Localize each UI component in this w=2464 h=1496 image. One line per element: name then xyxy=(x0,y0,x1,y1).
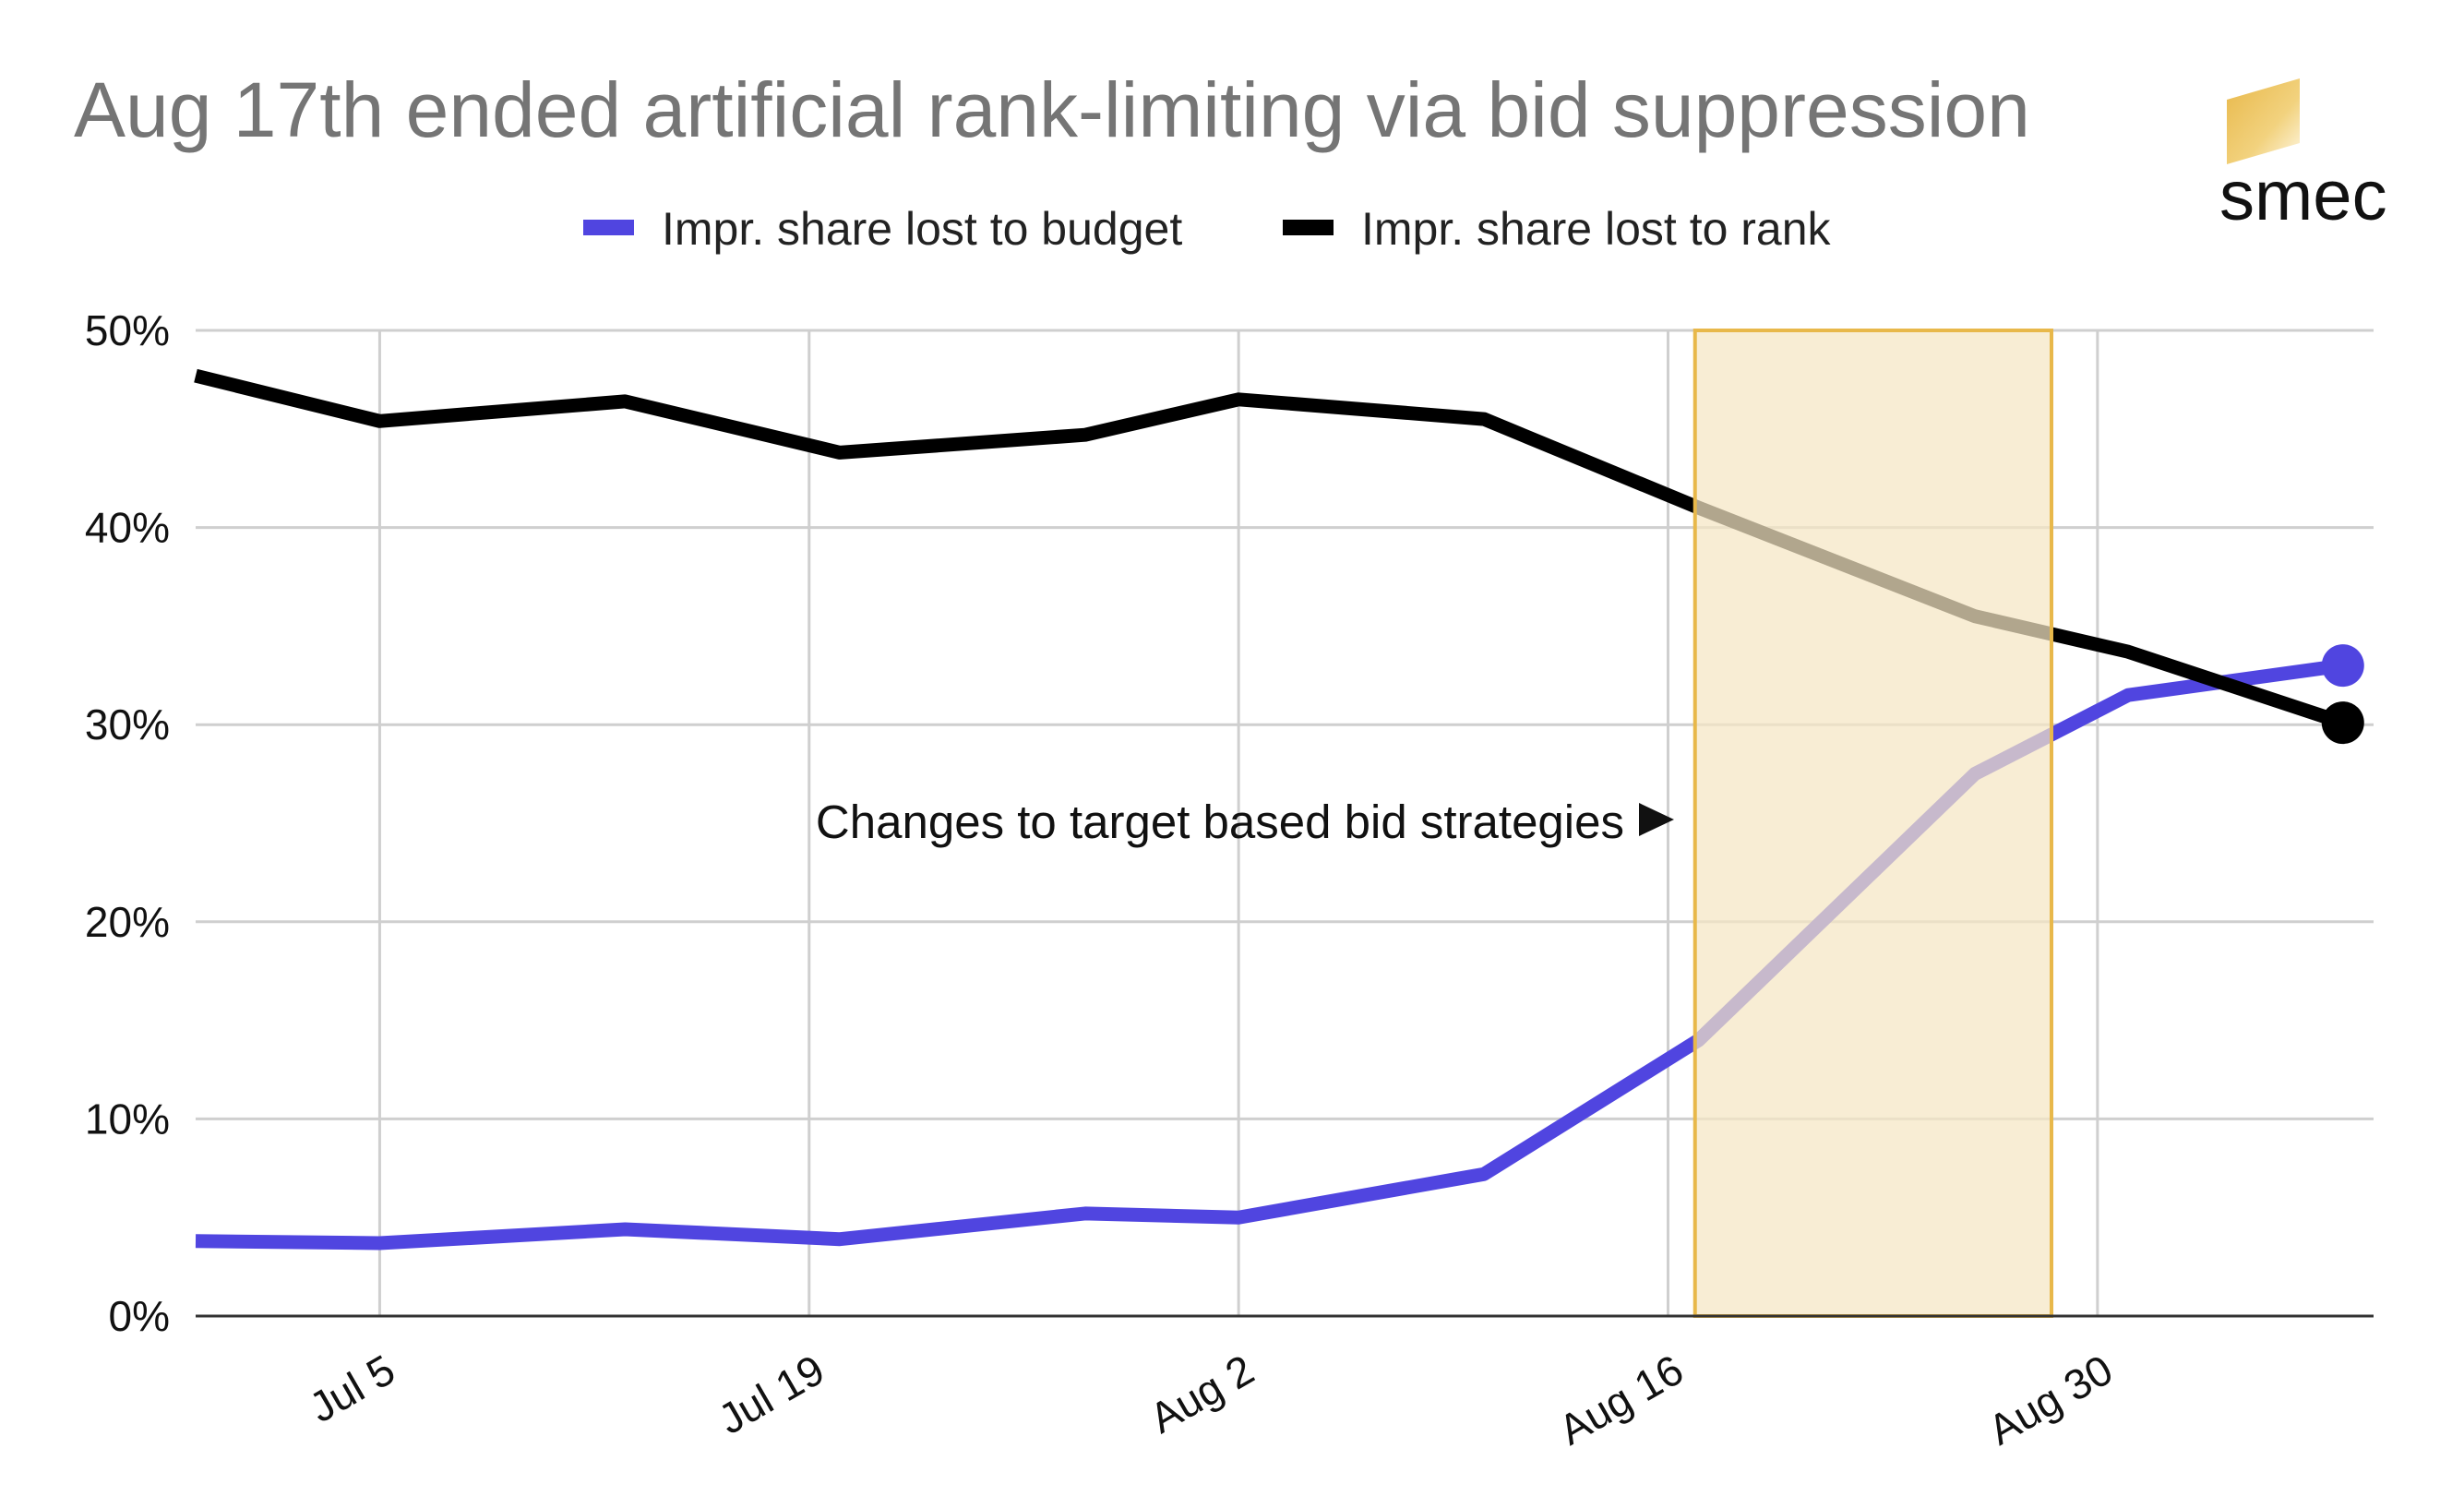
end-markers xyxy=(2321,644,2364,745)
end-marker-rank xyxy=(2321,701,2364,745)
y-axis-ticks: 0% 10% 20% 30% 40% 50% xyxy=(85,306,170,1340)
chart-title: Aug 17th ended artificial rank-limiting … xyxy=(74,66,2030,153)
y-tick-label: 40% xyxy=(85,504,170,552)
x-tick-label: Aug 16 xyxy=(1550,1346,1691,1454)
x-tick-label: Jul 19 xyxy=(710,1346,831,1443)
logo-wordmark: smec xyxy=(2219,157,2387,235)
legend-label-budget: Impr. share lost to budget xyxy=(662,203,1182,255)
legend-swatch-budget xyxy=(583,220,634,235)
x-tick-label: Aug 2 xyxy=(1142,1346,1262,1442)
x-axis-ticks: Jul 5 Jul 19 Aug 2 Aug 16 Aug 30 xyxy=(301,1346,2121,1454)
highlight-region xyxy=(1693,329,2053,1318)
legend-label-rank: Impr. share lost to rank xyxy=(1361,203,1832,255)
legend-swatch-rank xyxy=(1283,220,1334,235)
logo-mark-icon xyxy=(2227,78,2300,164)
y-tick-label: 30% xyxy=(85,700,170,748)
annotation-text: Changes to target based bid strategies xyxy=(816,796,1624,848)
x-tick-label: Aug 30 xyxy=(1980,1346,2121,1454)
grid xyxy=(196,329,2374,1316)
legend: Impr. share lost to budget Impr. share l… xyxy=(583,203,1832,255)
y-tick-label: 50% xyxy=(85,306,170,354)
smec-logo: smec xyxy=(2219,78,2387,235)
y-tick-label: 10% xyxy=(85,1095,170,1143)
end-marker-budget xyxy=(2321,644,2364,688)
y-tick-label: 0% xyxy=(109,1292,170,1340)
x-tick-label: Jul 5 xyxy=(301,1346,402,1432)
y-tick-label: 20% xyxy=(85,898,170,946)
highlight-rect xyxy=(1693,329,2053,1318)
annotation: Changes to target based bid strategies xyxy=(816,796,1674,848)
annotation-arrow-icon xyxy=(1639,803,1674,836)
